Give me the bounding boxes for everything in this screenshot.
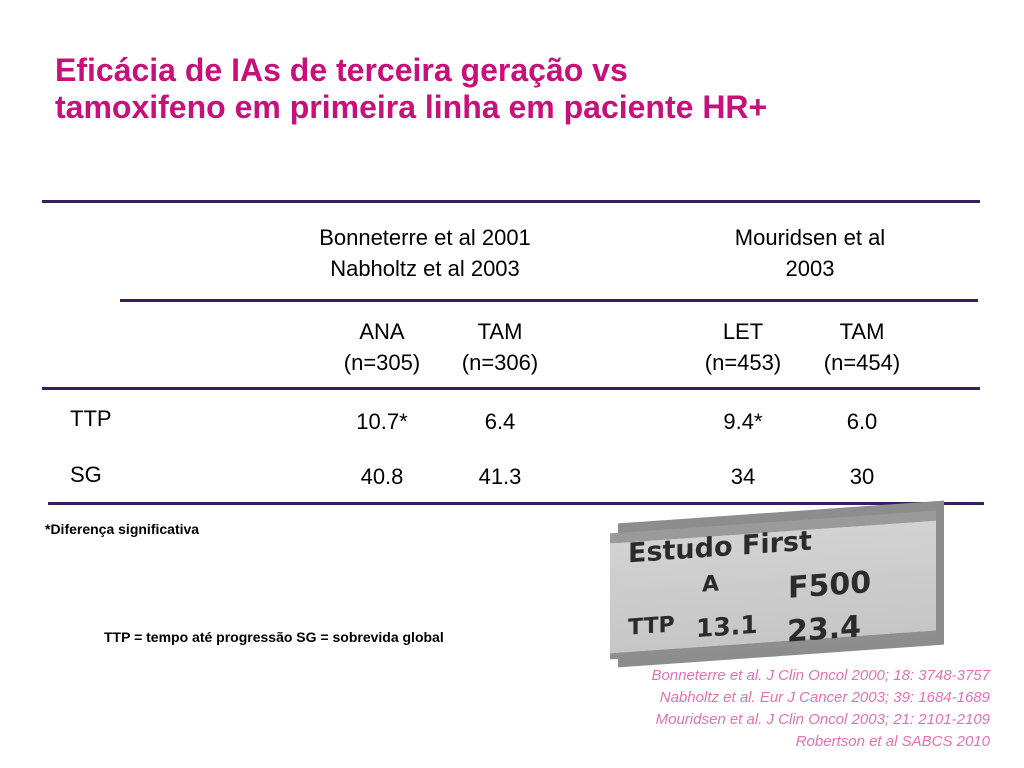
reference-line: Nabholtz et al. Eur J Cancer 2003; 39: 1… xyxy=(659,689,990,706)
first-box-col-a: A xyxy=(702,571,720,598)
arm-name: LET xyxy=(722,319,764,344)
references: Bonneterre et al. J Clin Oncol 2000; 18:… xyxy=(651,665,990,753)
first-box-value-a: 13.1 xyxy=(696,609,758,644)
title-line-1: Eficácia de IAs de terceira geração vs xyxy=(55,52,628,88)
arm-n: (n=306) xyxy=(461,350,539,375)
table-cell: 41.3 xyxy=(478,464,522,489)
arm-header-ana: ANA (n=305) xyxy=(322,316,442,378)
study-header-bonneterre: Bonneterre et al 2001 Nabholtz et al 200… xyxy=(260,222,590,284)
study-header-line: Nabholtz et al 2003 xyxy=(330,256,520,281)
arm-n: (n=305) xyxy=(343,350,421,375)
slide-title: Eficácia de IAs de terceira geração vs t… xyxy=(55,52,995,126)
table-header-rule xyxy=(120,299,978,302)
table-arms-rule xyxy=(42,387,980,390)
reference-line: Mouridsen et al. J Clin Oncol 2003; 21: … xyxy=(655,711,990,728)
table-bottom-rule xyxy=(48,502,984,505)
study-header-line: 2003 xyxy=(785,256,835,281)
row-label-sg: SG xyxy=(70,462,102,487)
table-cell: 34 xyxy=(730,464,756,489)
arm-header-let: LET (n=453) xyxy=(683,316,803,378)
table-cell: 9.4* xyxy=(723,409,763,434)
arm-n: (n=453) xyxy=(704,350,782,375)
table-top-rule xyxy=(42,200,980,203)
abbreviation-note: TTP = tempo até progressão SG = sobrevid… xyxy=(104,629,444,645)
table-cell: 30 xyxy=(849,464,875,489)
reference-line: Bonneterre et al. J Clin Oncol 2000; 18:… xyxy=(651,667,990,684)
arm-name: TAM xyxy=(839,319,885,344)
first-box-col-f500: F500 xyxy=(788,565,872,606)
footnote-significance: *Diferença significativa xyxy=(45,521,200,537)
arm-name: TAM xyxy=(477,319,523,344)
study-header-line: Mouridsen et al xyxy=(734,225,886,250)
first-box-value-f500: 23.4 xyxy=(787,609,862,650)
arm-header-tam-2: TAM (n=454) xyxy=(802,316,922,378)
arm-n: (n=454) xyxy=(823,350,901,375)
table-cell: 6.0 xyxy=(846,409,878,434)
study-header-line: Bonneterre et al 2001 xyxy=(319,225,531,250)
arm-header-tam-1: TAM (n=306) xyxy=(440,316,560,378)
row-label-ttp: TTP xyxy=(70,406,112,431)
table-cell: 6.4 xyxy=(484,409,516,434)
reference-line: Robertson et al SABCS 2010 xyxy=(795,733,990,750)
arm-name: ANA xyxy=(359,319,405,344)
title-line-2: tamoxifeno em primeira linha em paciente… xyxy=(55,89,768,125)
study-header-mouridsen: Mouridsen et al 2003 xyxy=(660,222,960,284)
table-cell: 40.8 xyxy=(360,464,404,489)
first-box-row-ttp: TTP xyxy=(628,612,675,641)
table-cell: 10.7* xyxy=(356,409,408,434)
